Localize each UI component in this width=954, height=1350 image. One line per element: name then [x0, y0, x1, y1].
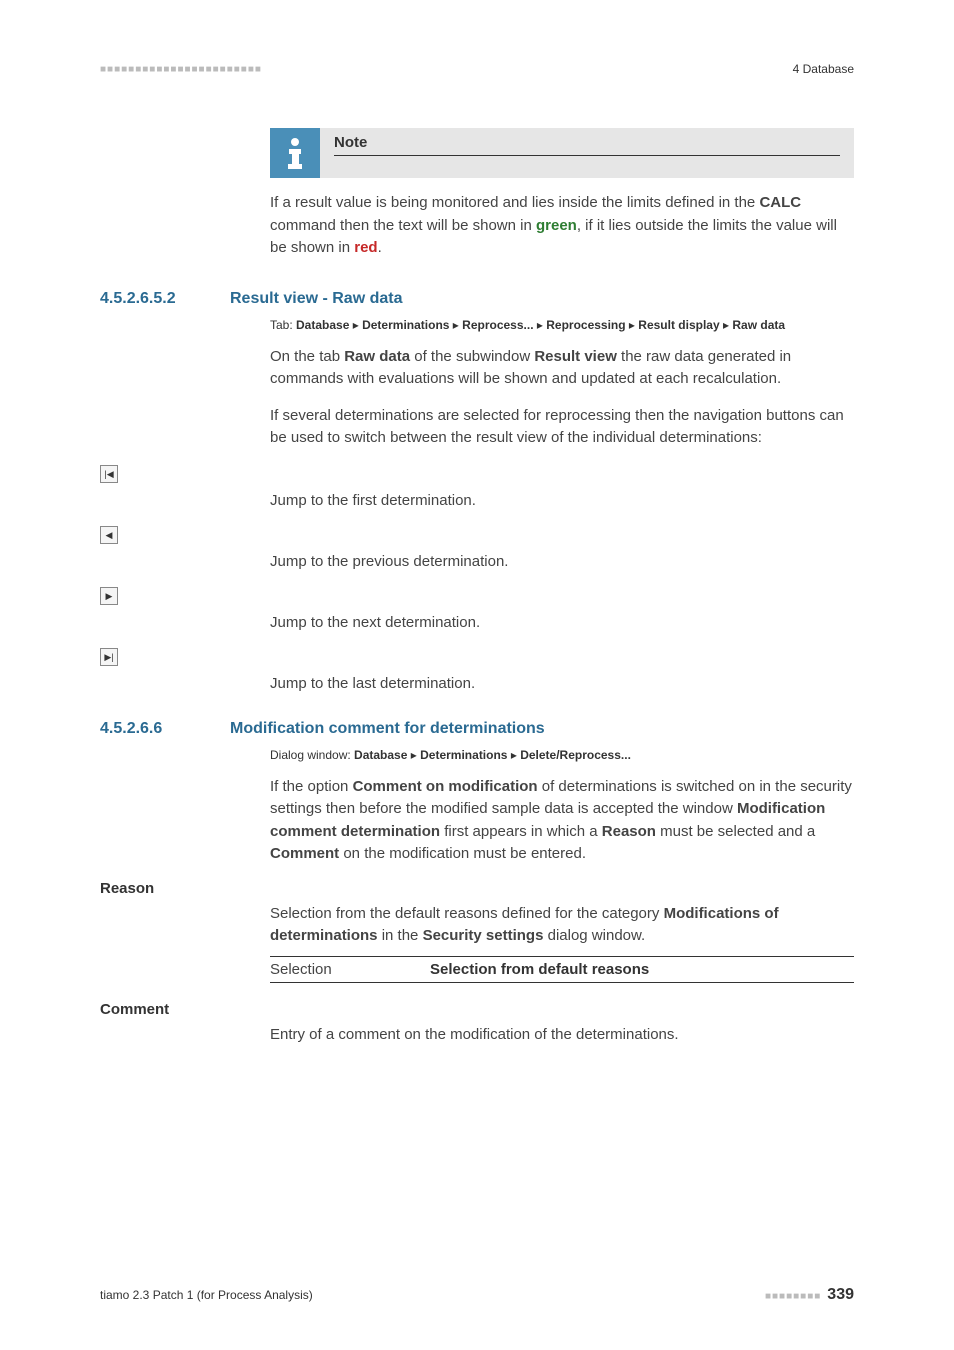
- page-header: ■■■■■■■■■■■■■■■■■■■■■■■ 4 Database: [100, 62, 854, 76]
- red-label: red: [354, 239, 377, 256]
- text: in the: [378, 927, 423, 944]
- next-icon[interactable]: ▶: [100, 587, 118, 605]
- info-icon: [270, 128, 320, 178]
- last-icon[interactable]: ▶|: [100, 648, 118, 666]
- page-number: 339: [827, 1286, 854, 1303]
- breadcrumb-label: Tab:: [270, 318, 296, 332]
- section-title: Result view - Raw data: [230, 290, 403, 308]
- note-text: If a result value is being monitored and…: [270, 194, 759, 211]
- section-title: Modification comment for determinations: [230, 720, 545, 738]
- green-label: green: [536, 217, 577, 234]
- header-dashes: ■■■■■■■■■■■■■■■■■■■■■■■: [100, 64, 262, 75]
- breadcrumb: Tab: Database ▸ Determinations ▸ Reproce…: [270, 316, 854, 334]
- breadcrumb-part: Delete/Reprocess...: [520, 748, 631, 762]
- nav-text: Jump to the next determination.: [270, 586, 480, 631]
- note-text: command then the text will be shown in: [270, 217, 536, 234]
- breadcrumb-part: Reprocessing: [546, 318, 625, 332]
- text-bold: Comment on modification: [353, 778, 538, 795]
- nav-text: Jump to the previous determination.: [270, 525, 508, 570]
- nav-text: Jump to the first determination.: [270, 464, 476, 509]
- selection-row: Selection Selection from default reasons: [270, 956, 854, 983]
- selection-value: Selection from default reasons: [430, 961, 649, 978]
- section-heading: 4.5.2.6.6 Modification comment for deter…: [100, 720, 854, 738]
- text: Selection from the default reasons defin…: [270, 905, 664, 922]
- text: On the tab: [270, 348, 344, 365]
- note-title: Note: [334, 134, 840, 156]
- comment-label: Comment: [100, 1001, 854, 1018]
- first-icon[interactable]: |◀: [100, 465, 118, 483]
- paragraph: If the option Comment on modification of…: [270, 776, 854, 866]
- text-bold: Reason: [602, 823, 656, 840]
- section-number: 4.5.2.6.5.2: [100, 290, 230, 308]
- selection-label: Selection: [270, 961, 430, 978]
- breadcrumb-part: Result display: [638, 318, 719, 332]
- breadcrumb-part: Determinations: [420, 748, 507, 762]
- nav-item-prev: ◀ Jump to the previous determination.: [100, 525, 854, 580]
- reason-label: Reason: [100, 880, 854, 897]
- section-heading: 4.5.2.6.5.2 Result view - Raw data: [100, 290, 854, 308]
- text: on the modification must be entered.: [339, 845, 586, 862]
- breadcrumb-part: Determinations: [362, 318, 449, 332]
- footer-product: tiamo 2.3 Patch 1 (for Process Analysis): [100, 1288, 313, 1302]
- paragraph: If several determinations are selected f…: [270, 405, 854, 450]
- nav-item-last: ▶| Jump to the last determination.: [100, 647, 854, 702]
- calc-label: CALC: [759, 194, 801, 211]
- nav-item-first: |◀ Jump to the first determination.: [100, 464, 854, 519]
- text: must be selected and a: [656, 823, 815, 840]
- paragraph: On the tab Raw data of the subwindow Res…: [270, 346, 854, 391]
- breadcrumb-part: Database: [354, 748, 407, 762]
- breadcrumb-part: Reprocess...: [462, 318, 533, 332]
- header-chapter: 4 Database: [793, 62, 854, 76]
- note-body: If a result value is being monitored and…: [270, 192, 854, 260]
- nav-item-next: ▶ Jump to the next determination.: [100, 586, 854, 641]
- paragraph: Entry of a comment on the modification o…: [270, 1024, 854, 1047]
- paragraph: Selection from the default reasons defin…: [270, 903, 854, 948]
- text-bold: Comment: [270, 845, 339, 862]
- page-footer: tiamo 2.3 Patch 1 (for Process Analysis)…: [100, 1286, 854, 1304]
- text: of the subwindow: [410, 348, 534, 365]
- note-block: Note If a result value is being monitore…: [270, 128, 854, 260]
- breadcrumb-label: Dialog window:: [270, 748, 354, 762]
- note-text: .: [378, 239, 382, 256]
- breadcrumb: Dialog window: Database ▸ Determinations…: [270, 746, 854, 764]
- section-number: 4.5.2.6.6: [100, 720, 230, 738]
- footer-page: ■■■■■■■■ 339: [765, 1286, 854, 1304]
- breadcrumb-part: Database: [296, 318, 349, 332]
- breadcrumb-part: Raw data: [732, 318, 785, 332]
- text: first appears in which a: [440, 823, 602, 840]
- text: dialog window.: [543, 927, 645, 944]
- text-bold: Security settings: [423, 927, 544, 944]
- prev-icon[interactable]: ◀: [100, 526, 118, 544]
- text: If the option: [270, 778, 353, 795]
- footer-dashes: ■■■■■■■■: [765, 1291, 821, 1302]
- nav-text: Jump to the last determination.: [270, 647, 475, 692]
- text-bold: Result view: [534, 348, 617, 365]
- text-bold: Raw data: [344, 348, 410, 365]
